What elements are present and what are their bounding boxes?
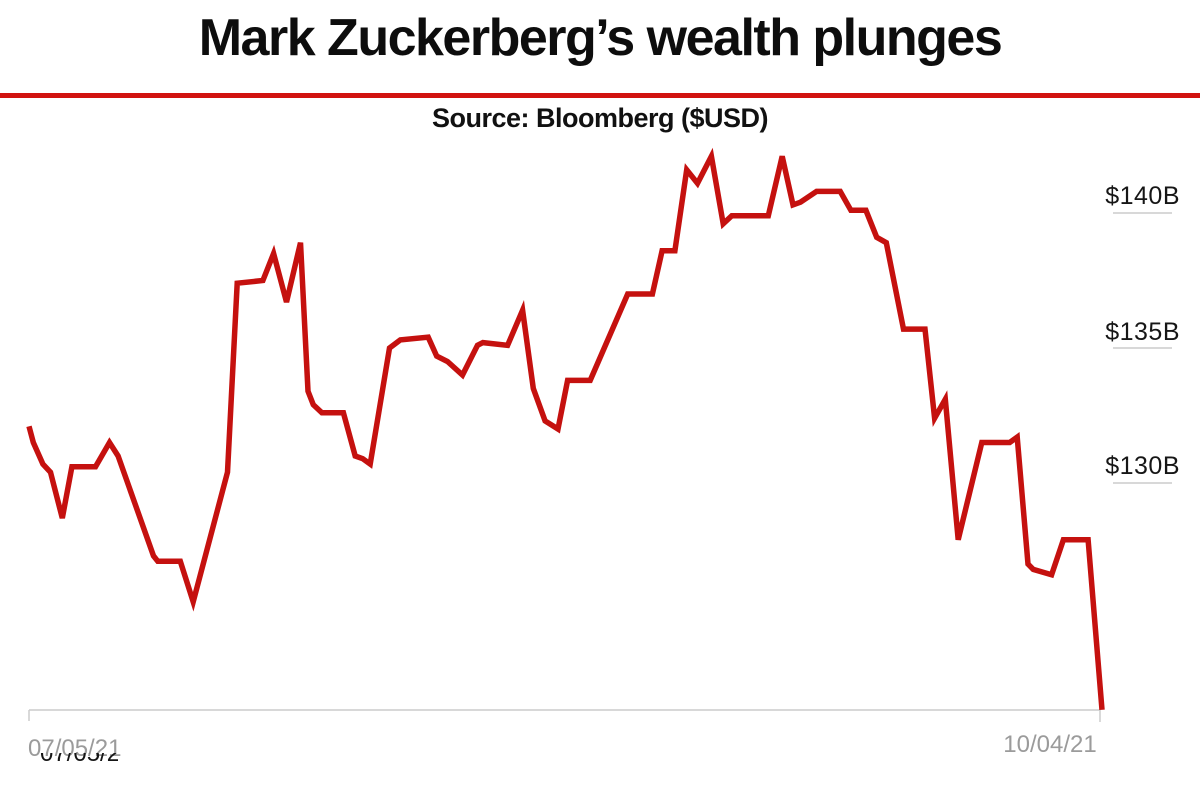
y-tick-label-130b: $130B xyxy=(1105,452,1180,480)
page-title: Mark Zuckerberg’s wealth plunges xyxy=(198,9,1003,67)
title-divider-rule xyxy=(0,93,1200,98)
source-subtitle: Source: Bloomberg ($USD) xyxy=(431,103,769,133)
y-tick-underlines xyxy=(1113,212,1172,484)
y-tick-label-140b: $140B xyxy=(1105,182,1180,210)
x-tick-label-end-date: 10/04/21 xyxy=(1003,731,1097,758)
wealth-line-series xyxy=(26,147,1105,711)
x-tick-label-start-date: 07/05/21 xyxy=(28,735,122,762)
y-tick-label-135b: $135B xyxy=(1105,318,1180,346)
